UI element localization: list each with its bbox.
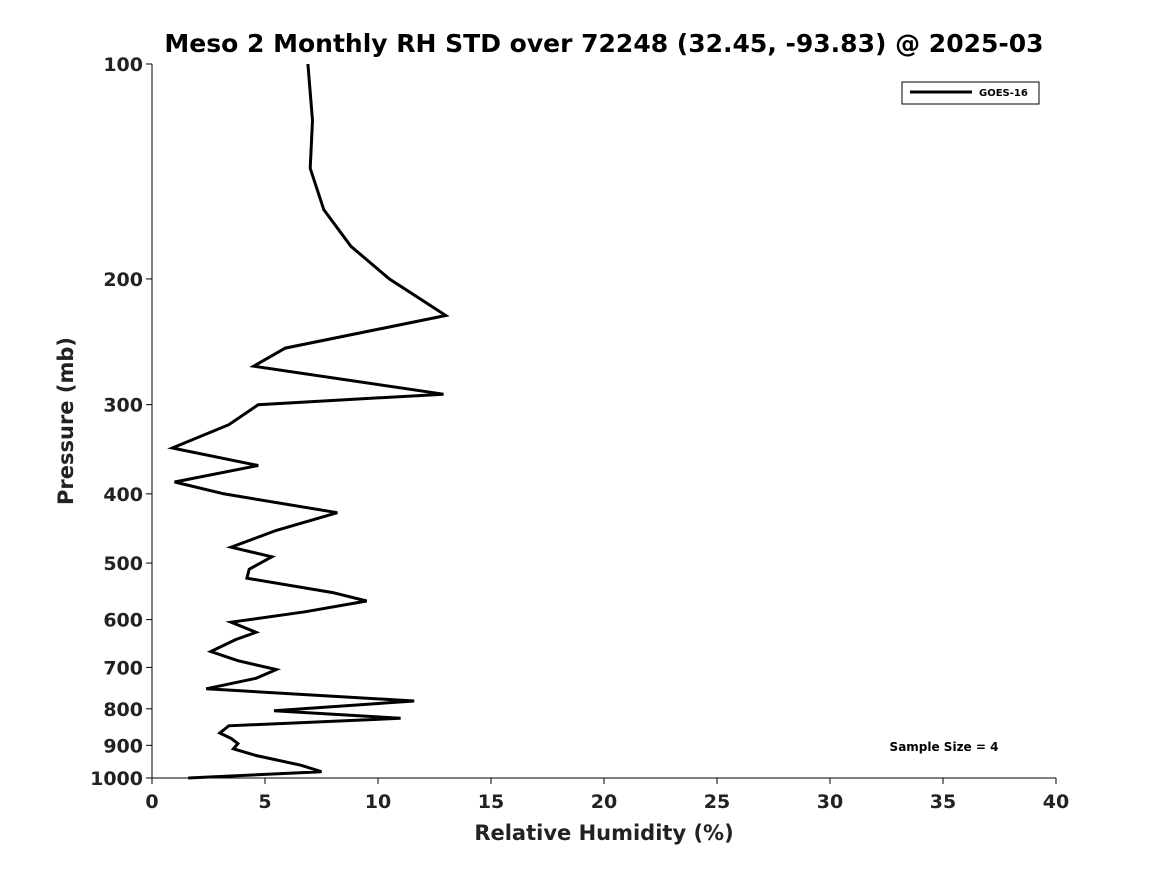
legend: GOES-16 <box>902 82 1039 104</box>
x-tick-label: 25 <box>704 791 730 813</box>
x-axis-label: Relative Humidity (%) <box>474 821 733 845</box>
y-tick-label: 600 <box>103 610 143 632</box>
x-tick-label: 10 <box>365 791 391 813</box>
y-axis-label: Pressure (mb) <box>54 337 78 505</box>
x-ticks: 0 5 10 15 20 25 30 35 40 <box>145 778 1069 813</box>
chart: Meso 2 Monthly RH STD over 72248 (32.45,… <box>0 0 1167 875</box>
y-tick-label: 900 <box>103 735 143 757</box>
y-tick-label: 500 <box>103 553 143 575</box>
x-tick-label: 30 <box>817 791 843 813</box>
legend-entry-goes-16: GOES-16 <box>979 88 1028 99</box>
x-tick-label: 5 <box>258 791 271 813</box>
x-tick-label: 35 <box>930 791 956 813</box>
y-tick-label: 200 <box>103 269 143 291</box>
chart-title: Meso 2 Monthly RH STD over 72248 (32.45,… <box>164 29 1043 58</box>
y-tick-label: 300 <box>103 395 143 417</box>
sample-size-annotation: Sample Size = 4 <box>890 740 999 754</box>
x-tick-label: 15 <box>478 791 504 813</box>
series-line-0 <box>172 64 446 778</box>
y-tick-label: 1000 <box>90 768 143 790</box>
x-tick-label: 40 <box>1043 791 1069 813</box>
y-tick-label: 800 <box>103 699 143 721</box>
y-tick-label: 700 <box>103 657 143 679</box>
y-tick-label: 100 <box>103 54 143 76</box>
x-tick-label: 0 <box>145 791 158 813</box>
x-tick-label: 20 <box>591 791 617 813</box>
y-tick-label: 400 <box>103 484 143 506</box>
y-ticks: 100 200 300 400 500 600 700 800 900 1000 <box>90 54 152 790</box>
series-layer <box>172 64 446 778</box>
